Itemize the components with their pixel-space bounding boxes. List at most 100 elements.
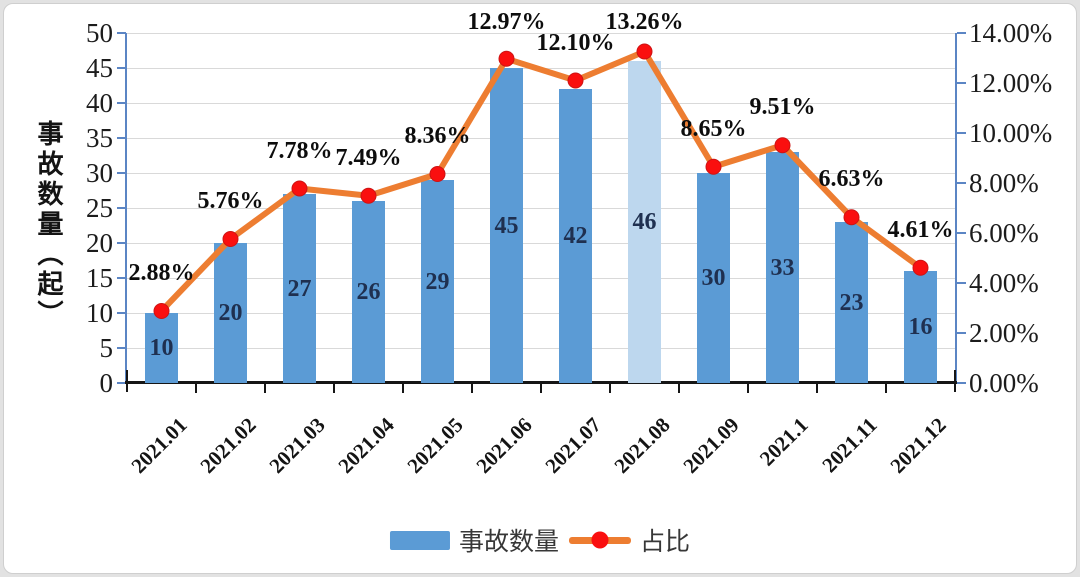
x-axis-tick bbox=[609, 384, 611, 393]
bar-value-label: 46 bbox=[632, 209, 657, 235]
left-axis-tick-label: 25 bbox=[86, 193, 113, 223]
proportion-marker bbox=[498, 50, 515, 67]
proportion-marker bbox=[774, 137, 791, 154]
right-axis-tick-label: 8.00% bbox=[969, 168, 1039, 198]
bar bbox=[697, 173, 730, 383]
x-axis-tick bbox=[402, 384, 404, 393]
x-axis-tick bbox=[126, 370, 128, 392]
x-axis-tick bbox=[471, 384, 473, 393]
h-gridline bbox=[127, 33, 955, 34]
bar-value-label: 26 bbox=[356, 279, 381, 305]
x-axis-tick bbox=[264, 384, 266, 393]
right-axis-tick bbox=[957, 382, 966, 384]
bar-value-label: 16 bbox=[908, 314, 933, 340]
bar-value-label: 42 bbox=[563, 223, 588, 249]
bar bbox=[283, 194, 316, 383]
bar bbox=[559, 89, 592, 383]
legend-label-line: 占比 bbox=[640, 528, 691, 556]
right-axis-tick-label: 12.00% bbox=[969, 68, 1053, 98]
x-axis-tick bbox=[540, 384, 542, 393]
left-axis-tick-label: 50 bbox=[86, 18, 113, 48]
left-axis-tick bbox=[117, 277, 126, 279]
left-axis-tick-label: 30 bbox=[86, 158, 113, 188]
left-axis-tick-label: 20 bbox=[86, 228, 113, 258]
x-axis-tick bbox=[195, 384, 197, 393]
x-axis-tick bbox=[747, 384, 749, 393]
right-axis-tick-label: 6.00% bbox=[969, 218, 1039, 248]
bar bbox=[904, 271, 937, 383]
right-axis-tick-label: 14.00% bbox=[969, 18, 1053, 48]
left-axis-tick bbox=[117, 32, 126, 34]
left-axis-tick bbox=[117, 207, 126, 209]
h-gridline bbox=[127, 348, 955, 349]
bar bbox=[421, 180, 454, 383]
right-axis-tick bbox=[957, 282, 966, 284]
bar bbox=[145, 313, 178, 383]
left-axis-tick bbox=[117, 347, 126, 349]
proportion-marker bbox=[429, 166, 446, 182]
proportion-value-label: 8.36% bbox=[404, 123, 471, 149]
proportion-value-label: 6.63% bbox=[818, 166, 885, 193]
proportion-value-label: 4.61% bbox=[887, 216, 954, 243]
legend-item-line: 占比 bbox=[569, 522, 690, 558]
left-axis-tick-label: 10 bbox=[86, 298, 113, 328]
left-axis-tick bbox=[117, 172, 126, 174]
left-axis-tick bbox=[117, 67, 126, 69]
left-axis-tick bbox=[117, 137, 126, 139]
right-axis-tick-label: 2.00% bbox=[969, 318, 1039, 348]
x-axis-tick bbox=[678, 384, 680, 393]
bar-value-label: 45 bbox=[494, 212, 519, 239]
bar-value-label: 10 bbox=[149, 335, 174, 361]
left-axis-tick-label: 35 bbox=[86, 123, 113, 153]
proportion-value-label: 7.49% bbox=[335, 144, 402, 171]
right-axis-tick bbox=[957, 132, 966, 134]
bar bbox=[214, 243, 247, 383]
left-axis-tick bbox=[117, 102, 126, 104]
right-axis-tick bbox=[957, 232, 966, 234]
proportion-value-label: 8.65% bbox=[680, 115, 747, 142]
bar bbox=[490, 68, 523, 383]
h-gridline bbox=[127, 138, 955, 139]
h-gridline bbox=[127, 313, 955, 314]
bar-value-label: 20 bbox=[218, 300, 243, 326]
left-axis-tick-label: 15 bbox=[86, 263, 113, 293]
right-axis-tick bbox=[957, 32, 966, 34]
bar-value-label: 23 bbox=[839, 289, 864, 316]
h-gridline bbox=[127, 173, 955, 174]
bar bbox=[766, 152, 799, 383]
left-axis-tick bbox=[117, 242, 126, 244]
left-axis-tick bbox=[117, 312, 126, 314]
right-axis-tick-label: 0.00% bbox=[969, 368, 1039, 398]
bar-value-label: 30 bbox=[701, 265, 726, 291]
h-gridline bbox=[127, 103, 955, 104]
proportion-marker bbox=[843, 209, 860, 226]
legend-label-bars: 事故数量 bbox=[458, 528, 559, 556]
proportion-value-label: 12.97% bbox=[467, 9, 546, 35]
x-axis-tick bbox=[816, 384, 818, 393]
bar-value-label: 29 bbox=[425, 268, 450, 295]
h-gridline bbox=[127, 208, 955, 209]
h-gridline bbox=[127, 243, 955, 244]
proportion-value-label: 12.10% bbox=[536, 29, 615, 56]
proportion-value-label: 9.51% bbox=[749, 94, 816, 121]
proportion-line bbox=[158, 48, 924, 314]
proportion-marker bbox=[567, 72, 584, 89]
right-axis-tick-label: 4.00% bbox=[969, 268, 1039, 298]
right-axis-tick bbox=[957, 182, 966, 184]
x-axis-tick bbox=[954, 370, 956, 392]
line-marker-dot bbox=[591, 531, 609, 549]
proportion-marker bbox=[291, 180, 308, 197]
proportion-marker bbox=[636, 43, 653, 60]
proportion-marker bbox=[222, 231, 239, 247]
right-axis-line bbox=[955, 33, 957, 384]
proportion-value-label: 2.88% bbox=[128, 260, 195, 286]
legend: 事故数量 占比 bbox=[389, 522, 690, 558]
x-axis-tick bbox=[333, 384, 335, 393]
bar-value-label: 33 bbox=[770, 254, 795, 281]
